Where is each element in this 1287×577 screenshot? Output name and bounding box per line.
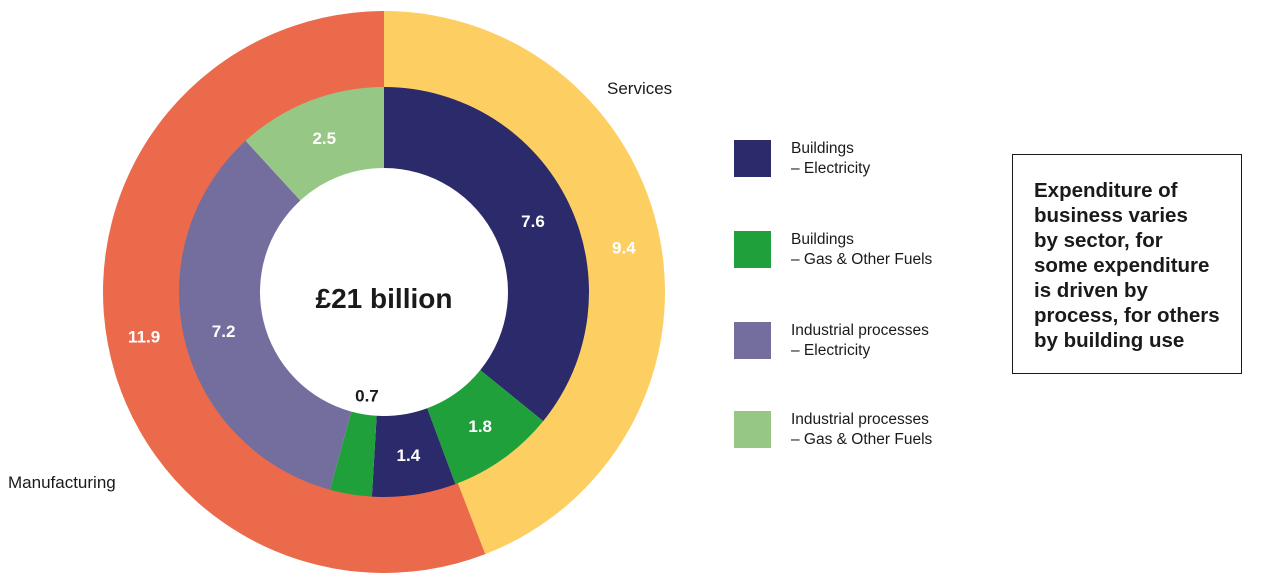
legend-swatch [734,322,771,359]
legend-label: Industrial processes – Gas & Other Fuels [791,410,932,450]
outer-ring-data-label: 11.9 [128,328,160,347]
outer-ring-segment [102,11,486,574]
inner-ring-data-label: 2.5 [312,129,336,148]
legend-swatch [734,140,771,177]
legend-label-line2: – Electricity [791,160,871,177]
legend-label-line2: – Electricity [791,342,871,359]
inner-ring-segment [371,408,456,497]
legend-label-line1: Industrial processes [791,411,929,428]
callout-line: by building use [1034,329,1185,352]
legend-label-line2: – Gas & Other Fuels [791,431,933,448]
inner-ring-data-label: 7.2 [212,322,236,341]
sector-label-manufacturing: Manufacturing [8,473,116,492]
inner-ring-segment [427,370,544,485]
callout-line: process, for others [1034,304,1220,327]
inner-ring-segment [329,411,377,497]
inner-ring-segment [245,87,384,201]
inner-ring-data-label: 0.7 [355,387,379,406]
legend-label: Buildings – Gas & Other Fuels [791,230,932,270]
legend-label-line1: Buildings [791,231,854,248]
legend-item-industrial-electricity: Industrial processes – Electricity [734,322,929,361]
inner-ring-data-label: 1.8 [468,417,492,436]
inner-ring-data-label: 1.4 [397,446,421,465]
inner-ring-data-label: 7.6 [521,212,545,231]
outer-ring-data-label: 9.4 [612,238,636,257]
legend-item-buildings-electricity: Buildings – Electricity [734,140,870,179]
inner-ring-segment [384,87,589,422]
callout-line: by sector, for [1034,229,1163,252]
legend-label-line2: – Gas & Other Fuels [791,251,933,268]
inner-ring-segment [178,140,352,490]
callout-line: some expenditure [1034,254,1210,277]
inner-ring [178,87,589,497]
callout-box: Expenditure of business varies by sector… [1012,154,1242,374]
legend-label-line1: Industrial processes [791,322,929,339]
sector-label-services: Services [607,79,672,98]
legend-label-line1: Buildings [791,140,854,157]
callout-line: business varies [1034,204,1188,227]
callout-line: is driven by [1034,279,1148,302]
legend-item-industrial-gas: Industrial processes – Gas & Other Fuels [734,411,932,450]
legend-item-buildings-gas: Buildings – Gas & Other Fuels [734,231,932,270]
callout-line: Expenditure of [1034,179,1178,202]
legend-label: Buildings – Electricity [791,139,870,179]
outer-ring-segment [384,11,665,555]
legend-swatch [734,411,771,448]
center-total-label: £21 billion [316,283,453,314]
outer-ring [102,11,665,574]
legend-label: Industrial processes – Electricity [791,321,929,361]
ring-labels: 9.4 11.9 7.6 1.8 1.4 0.7 7.2 2.5 [128,129,636,465]
legend-swatch [734,231,771,268]
